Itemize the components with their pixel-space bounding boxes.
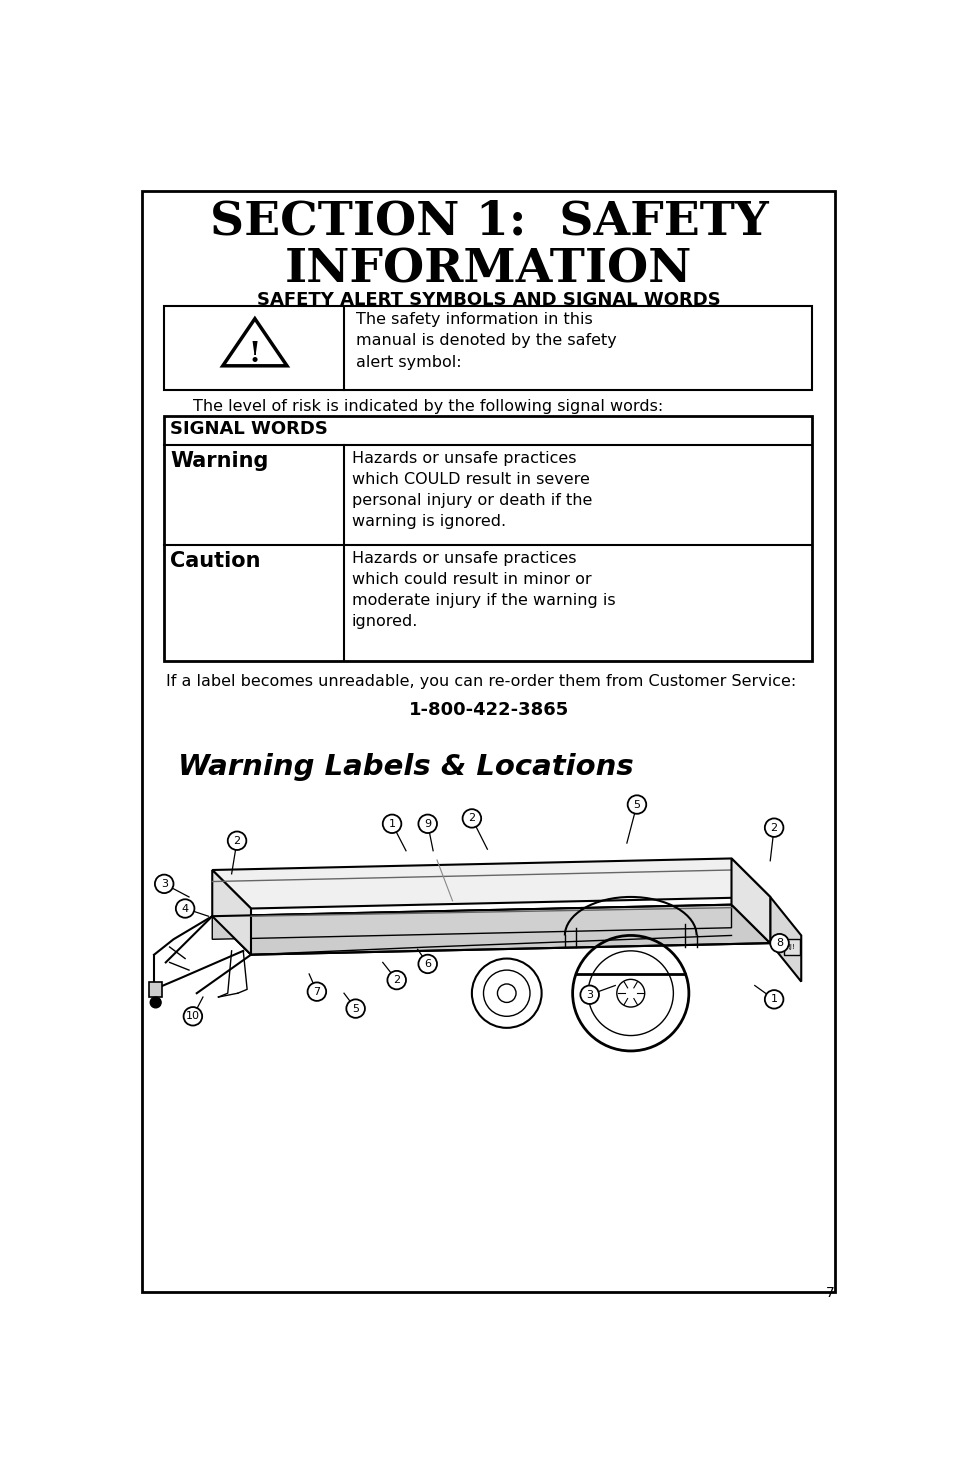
Circle shape xyxy=(387,971,406,990)
Circle shape xyxy=(462,810,480,827)
Text: 2: 2 xyxy=(770,823,777,833)
Text: SECTION 1:  SAFETY: SECTION 1: SAFETY xyxy=(210,199,767,245)
Text: Hazards or unsafe practices
which COULD result in severe
personal injury or deat: Hazards or unsafe practices which COULD … xyxy=(352,451,592,530)
Polygon shape xyxy=(212,858,769,909)
Polygon shape xyxy=(149,982,162,997)
Text: 8: 8 xyxy=(775,938,782,948)
Text: The level of risk is indicated by the following signal words:: The level of risk is indicated by the fo… xyxy=(193,398,662,414)
Circle shape xyxy=(307,982,326,1002)
Text: The safety information in this
manual is denoted by the safety
alert symbol:: The safety information in this manual is… xyxy=(355,311,616,370)
Text: 2: 2 xyxy=(468,813,475,823)
Text: SAFETY ALERT SYMBOLS AND SIGNAL WORDS: SAFETY ALERT SYMBOLS AND SIGNAL WORDS xyxy=(256,291,720,308)
Circle shape xyxy=(150,997,161,1007)
Circle shape xyxy=(579,985,598,1004)
Text: 10: 10 xyxy=(186,1012,200,1021)
Text: 1-800-422-3865: 1-800-422-3865 xyxy=(409,701,568,718)
Circle shape xyxy=(175,900,194,917)
Text: 3: 3 xyxy=(585,990,593,1000)
Circle shape xyxy=(228,832,246,850)
Circle shape xyxy=(769,934,788,953)
Polygon shape xyxy=(212,870,251,954)
Circle shape xyxy=(764,819,782,836)
Text: SIGNAL WORDS: SIGNAL WORDS xyxy=(171,419,328,438)
Circle shape xyxy=(418,814,436,833)
Polygon shape xyxy=(212,904,769,954)
Text: Caution: Caution xyxy=(171,552,260,571)
Text: 5: 5 xyxy=(633,799,639,810)
Circle shape xyxy=(382,814,401,833)
Polygon shape xyxy=(223,319,287,366)
Text: 1: 1 xyxy=(770,994,777,1004)
Text: !J!: !J! xyxy=(787,944,795,950)
Text: 7: 7 xyxy=(313,987,320,997)
Circle shape xyxy=(627,795,645,814)
Circle shape xyxy=(183,1007,202,1025)
Text: Hazards or unsafe practices
which could result in minor or
moderate injury if th: Hazards or unsafe practices which could … xyxy=(352,552,615,630)
Polygon shape xyxy=(731,858,769,943)
Text: 9: 9 xyxy=(424,819,431,829)
Text: !: ! xyxy=(249,341,261,367)
Text: 7: 7 xyxy=(825,1286,834,1299)
Text: 2: 2 xyxy=(233,836,240,845)
Text: If a label becomes unreadable, you can re-order them from Customer Service:: If a label becomes unreadable, you can r… xyxy=(166,674,795,689)
Text: 2: 2 xyxy=(393,975,400,985)
Polygon shape xyxy=(769,897,801,982)
Circle shape xyxy=(764,990,782,1009)
Text: 3: 3 xyxy=(160,879,168,889)
Text: 1: 1 xyxy=(388,819,395,829)
Text: Warning Labels & Locations: Warning Labels & Locations xyxy=(178,752,633,780)
Text: 6: 6 xyxy=(424,959,431,969)
Text: 4: 4 xyxy=(181,904,189,913)
Polygon shape xyxy=(783,940,799,954)
Polygon shape xyxy=(212,904,731,940)
Circle shape xyxy=(346,1000,365,1018)
Text: 5: 5 xyxy=(352,1003,358,1013)
Text: Warning: Warning xyxy=(171,451,269,471)
Bar xyxy=(164,416,811,661)
Text: INFORMATION: INFORMATION xyxy=(285,246,692,292)
Circle shape xyxy=(418,954,436,974)
Circle shape xyxy=(154,875,173,892)
Bar xyxy=(164,307,811,389)
